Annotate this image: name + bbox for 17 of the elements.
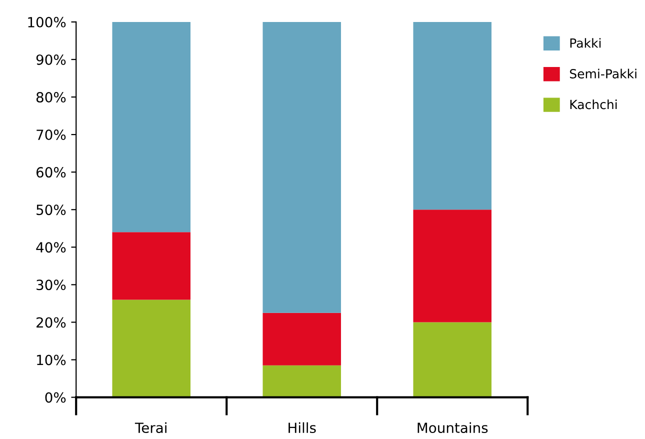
x-tick-label: Mountains [418,422,488,434]
x-tick-label: Hills [288,422,316,434]
y-tick-label: 90% [36,54,66,65]
y-tick-label: 10% [37,354,66,366]
legend-label: Semi-Pakki [570,68,636,78]
y-tick-label: 20% [36,317,66,328]
y-tick-label: 100% [28,16,66,28]
x-tick-label: Terai [134,422,166,434]
y-tick-label: 50% [36,204,66,216]
y-tick-label: 30% [36,280,66,290]
y-tick-label: 70% [36,130,66,140]
y-tick-label: 60% [36,167,66,178]
y-tick-label: 40% [36,242,66,253]
legend-label: Kachchi [570,100,617,110]
y-tick-label: 0% [45,392,66,403]
y-tick-label: 80% [36,92,66,102]
legend-label: Pakki [570,38,601,48]
